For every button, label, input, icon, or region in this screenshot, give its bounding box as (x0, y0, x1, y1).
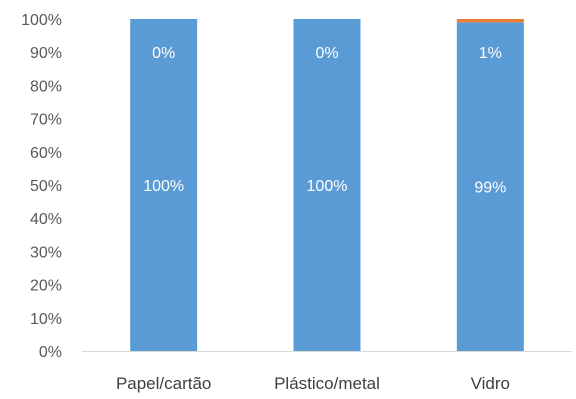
y-tick-label: 90% (30, 45, 62, 62)
y-tick-label: 40% (30, 211, 62, 228)
data-label: 100% (143, 178, 184, 195)
bar-segment-1 (456, 22, 524, 351)
y-tick-label: 60% (30, 145, 62, 162)
x-category-label: Papel/cartão (116, 374, 211, 393)
data-label: 0% (152, 45, 175, 62)
bar-segment-2 (456, 19, 524, 23)
x-axis: Papel/cartão Plástico/metal Vidro (116, 374, 510, 393)
y-tick-label: 20% (30, 278, 62, 295)
bar-segment-1 (293, 19, 361, 351)
y-tick-label: 30% (30, 244, 62, 261)
y-tick-label: 70% (30, 112, 62, 129)
bars: 100% 0% 100% 0% 99% 1% (130, 19, 524, 351)
data-label: 99% (474, 180, 506, 197)
y-tick-label: 80% (30, 78, 62, 95)
bar-segment-1 (130, 19, 198, 351)
x-category-label: Vidro (471, 374, 510, 393)
x-category-label: Plástico/metal (274, 374, 380, 393)
y-tick-label: 100% (21, 12, 62, 29)
data-label: 100% (307, 178, 348, 195)
y-tick-label: 0% (39, 344, 62, 361)
y-axis: 0% 10% 20% 30% 40% 50% 60% 70% 80% 90% 100% (21, 12, 62, 361)
data-label: 1% (479, 45, 502, 62)
data-label: 0% (315, 45, 338, 62)
y-tick-label: 10% (30, 311, 62, 328)
y-tick-label: 50% (30, 178, 62, 195)
